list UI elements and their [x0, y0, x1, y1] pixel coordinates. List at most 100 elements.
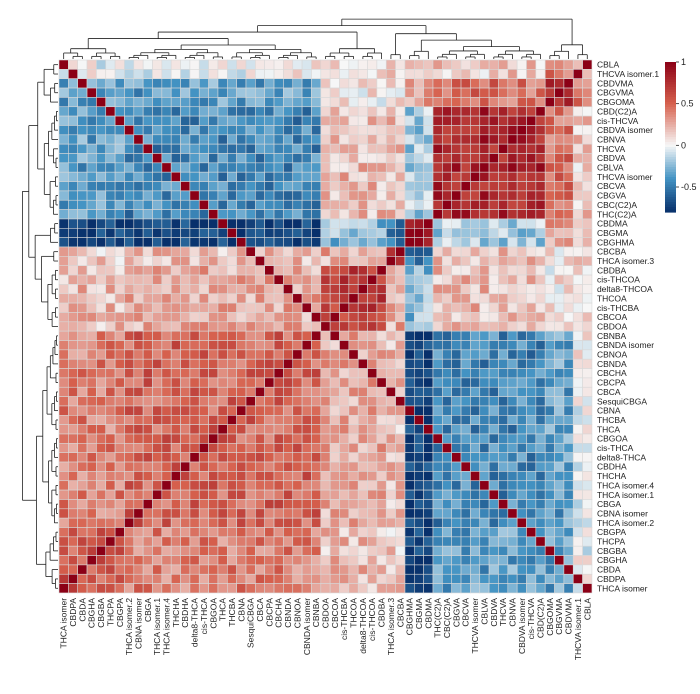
- heatmap-cell: [320, 499, 331, 510]
- heatmap-cell: [385, 171, 396, 182]
- heatmap-cell: [498, 181, 509, 192]
- heatmap-cell: [329, 545, 340, 556]
- heatmap-cell: [535, 414, 546, 425]
- heatmap-cell: [114, 143, 125, 154]
- heatmap-cell: [507, 218, 518, 229]
- heatmap-cell: [572, 405, 583, 416]
- heatmap-cell: [217, 228, 228, 238]
- heatmap-cell: [385, 536, 396, 547]
- heatmap-cell: [404, 583, 415, 594]
- heatmap-cell: [535, 405, 546, 416]
- heatmap-cell: [180, 471, 191, 482]
- heatmap-cell: [367, 181, 378, 192]
- heatmap-cell: [470, 237, 481, 248]
- heatmap-cell: [68, 228, 78, 238]
- heatmap-cell: [544, 125, 555, 136]
- heatmap-cell: [96, 69, 107, 79]
- heatmap-cell: [273, 321, 284, 332]
- heatmap-cell: [563, 386, 574, 397]
- heatmap-cell: [470, 218, 481, 229]
- heatmap-cell: [470, 181, 481, 192]
- heatmap-cell: [236, 545, 247, 556]
- heatmap-cell: [526, 302, 537, 313]
- heatmap-cell: [572, 256, 583, 267]
- heatmap-cell: [255, 106, 266, 117]
- column-label: cis-THCBA: [339, 598, 349, 640]
- heatmap-cell: [582, 480, 593, 491]
- heatmap-cell: [554, 153, 565, 164]
- heatmap-cell: [572, 471, 583, 482]
- heatmap-cell: [161, 265, 172, 276]
- heatmap-cell: [563, 424, 574, 435]
- heatmap-cell: [357, 59, 368, 70]
- heatmap-cell: [423, 106, 434, 117]
- heatmap-cell: [535, 228, 546, 238]
- heatmap-cell: [507, 237, 518, 248]
- heatmap-cell: [582, 461, 593, 472]
- heatmap-cell: [563, 414, 574, 425]
- heatmap-cell: [442, 181, 453, 192]
- heatmap-cell: [507, 405, 518, 416]
- heatmap-cell: [544, 396, 555, 407]
- heatmap-cell: [124, 256, 135, 267]
- heatmap-cell: [395, 340, 406, 351]
- heatmap-cell: [152, 489, 163, 500]
- heatmap-cell: [236, 209, 247, 220]
- heatmap-cell: [367, 228, 378, 238]
- heatmap-cell: [357, 274, 368, 285]
- heatmap-cell: [96, 293, 107, 304]
- heatmap-cell: [245, 209, 256, 220]
- heatmap-cell: [320, 330, 331, 341]
- heatmap-cell: [488, 97, 499, 108]
- heatmap-cell: [488, 527, 499, 538]
- heatmap-cell: [413, 386, 424, 397]
- heatmap-cell: [451, 340, 462, 351]
- heatmap-cell: [152, 396, 163, 407]
- heatmap-cell: [516, 115, 527, 126]
- heatmap-cell: [535, 59, 546, 70]
- column-label: THCA isomer: [59, 598, 69, 649]
- heatmap-cell: [442, 265, 453, 276]
- heatmap-cell: [357, 564, 368, 575]
- heatmap-cell: [142, 59, 153, 70]
- heatmap-cell: [133, 414, 144, 425]
- heatmap-cell: [283, 461, 294, 472]
- heatmap-cell: [423, 312, 434, 323]
- heatmap-cell: [152, 199, 163, 210]
- heatmap-cell: [58, 583, 69, 594]
- heatmap-cell: [479, 480, 490, 491]
- colorbar-segment: [665, 167, 676, 171]
- heatmap-cell: [96, 405, 107, 416]
- heatmap-cell: [554, 424, 565, 435]
- heatmap-cell: [273, 69, 284, 79]
- heatmap-cell: [544, 377, 555, 388]
- heatmap-cell: [124, 414, 135, 425]
- column-label: CBGOA: [208, 598, 218, 629]
- heatmap-cell: [572, 573, 583, 584]
- heatmap-cell: [451, 181, 462, 192]
- heatmap-cell: [395, 573, 406, 584]
- heatmap-cell: [264, 349, 275, 360]
- heatmap-cell: [170, 564, 181, 575]
- row-label: THCA isomer: [597, 583, 648, 593]
- heatmap-cell: [535, 274, 546, 285]
- heatmap-cell: [189, 545, 200, 556]
- colorbar-segment: [665, 169, 676, 173]
- heatmap-cell: [245, 228, 256, 238]
- heatmap-cell: [236, 368, 247, 379]
- heatmap-cell: [68, 69, 78, 79]
- heatmap-cell: [516, 443, 527, 454]
- heatmap-cell: [311, 443, 322, 454]
- heatmap-cell: [114, 499, 125, 510]
- heatmap-cell: [96, 583, 107, 594]
- heatmap-cell: [423, 190, 434, 201]
- heatmap-cell: [385, 433, 396, 444]
- heatmap-cell: [451, 162, 462, 173]
- heatmap-cell: [554, 125, 565, 136]
- heatmap-cell: [189, 424, 200, 435]
- heatmap-cell: [77, 555, 88, 566]
- heatmap-cell: [180, 583, 191, 594]
- heatmap-cell: [170, 405, 181, 416]
- heatmap-cell: [563, 162, 574, 173]
- heatmap-cell: [460, 228, 471, 238]
